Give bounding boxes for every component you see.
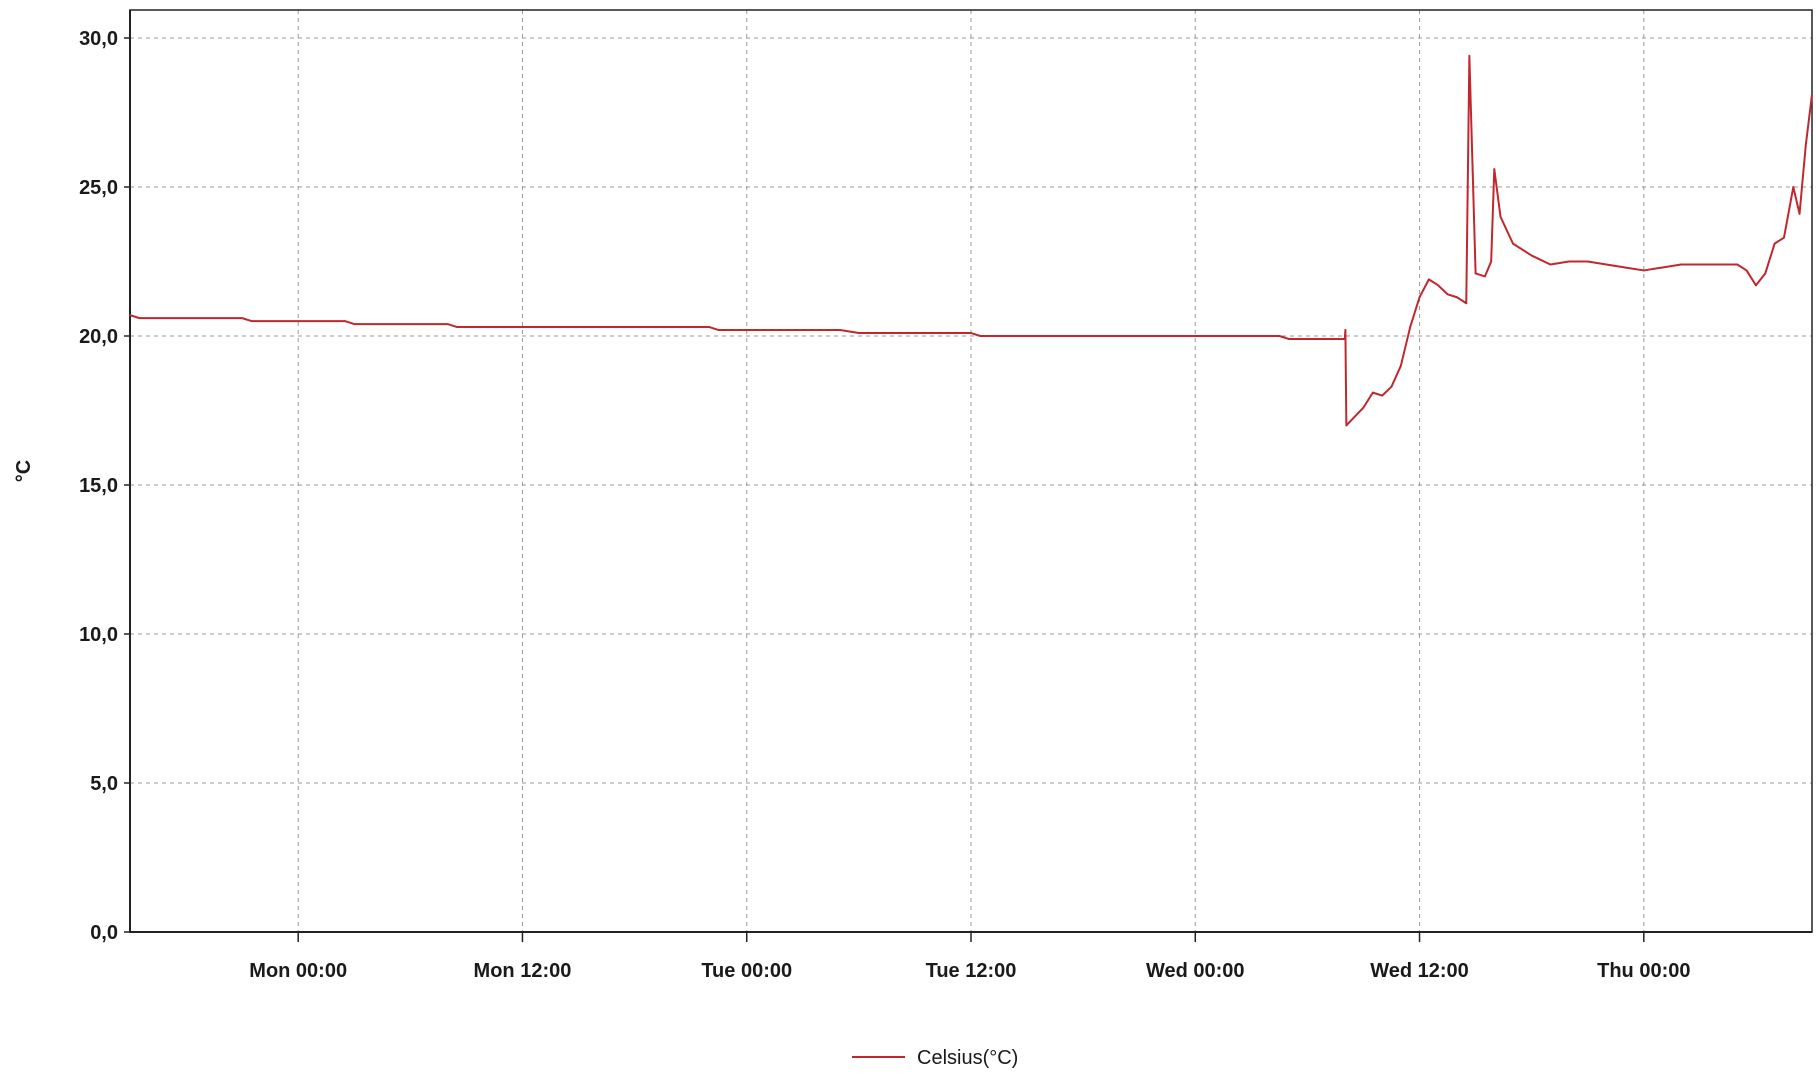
x-tick-label: Mon 00:00 xyxy=(249,960,347,982)
data-point xyxy=(1661,266,1664,269)
data-point xyxy=(1586,260,1589,263)
x-tick-label: Tue 00:00 xyxy=(701,960,792,982)
data-point xyxy=(1287,338,1290,340)
data-point xyxy=(1798,212,1801,215)
data-point xyxy=(1804,144,1807,147)
data-point xyxy=(1345,424,1348,427)
data-point xyxy=(1343,338,1346,340)
y-tick-label: 10,0 xyxy=(79,624,118,646)
data-point xyxy=(1783,236,1785,239)
grid xyxy=(130,10,1812,932)
data-point xyxy=(1530,254,1533,257)
data-point xyxy=(241,317,244,320)
data-point xyxy=(1468,54,1471,57)
x-tick-label: Wed 00:00 xyxy=(1146,960,1245,982)
data-point xyxy=(1474,272,1477,275)
y-tick-label: 25,0 xyxy=(79,177,118,199)
data-point xyxy=(1755,284,1757,287)
data-point xyxy=(1437,284,1440,287)
data-point xyxy=(446,323,449,325)
data-point xyxy=(1344,329,1347,331)
data-point xyxy=(344,320,346,322)
data-point xyxy=(1792,186,1795,188)
legend-label-celsius: Celsius(°C) xyxy=(917,1047,1018,1069)
x-tick-label: Wed 12:00 xyxy=(1370,960,1469,982)
data-point xyxy=(1427,278,1430,281)
y-tick-label: 5,0 xyxy=(90,773,118,795)
axes xyxy=(124,9,1813,942)
data-point xyxy=(1745,269,1748,272)
y-tick-label: 20,0 xyxy=(79,326,118,348)
series-line-0 xyxy=(129,54,1813,427)
data-point xyxy=(1568,260,1570,263)
x-tick-label: Thu 00:00 xyxy=(1597,960,1690,982)
data-point xyxy=(970,332,972,334)
data-point xyxy=(1680,263,1683,266)
data-point xyxy=(1418,296,1421,299)
data-point xyxy=(1605,263,1608,266)
data-point xyxy=(138,317,141,320)
data-point xyxy=(1642,269,1645,272)
data-point xyxy=(1736,263,1739,266)
data-point xyxy=(129,314,131,317)
data-point xyxy=(1773,242,1776,245)
data-point xyxy=(857,332,860,334)
data-point xyxy=(353,323,356,325)
data-point xyxy=(1390,385,1393,388)
data-point xyxy=(1484,275,1486,278)
x-tick-label: Mon 12:00 xyxy=(474,960,572,982)
data-point xyxy=(1362,406,1365,409)
y-axis-title: °C xyxy=(13,460,35,482)
data-point xyxy=(250,320,253,322)
x-tick-labels: Mon 00:00 Mon 12:00 Tue 00:00 Tue 12:00 Wed … xyxy=(249,960,1690,982)
data-point xyxy=(1490,260,1493,263)
y-tick-label: 30,0 xyxy=(79,28,118,50)
data-point xyxy=(717,329,720,331)
data-point xyxy=(1465,302,1468,305)
data-point xyxy=(1446,293,1449,296)
data-point xyxy=(1456,296,1458,299)
data-point xyxy=(456,326,458,328)
data-point xyxy=(1278,335,1281,337)
y-tick-labels: 0,0 5,0 10,0 15,0 20,0 25,0 30,0 xyxy=(79,28,118,944)
data-point xyxy=(1399,364,1402,367)
data-point xyxy=(1371,391,1374,394)
data-point xyxy=(1381,394,1384,397)
data-point xyxy=(1499,215,1502,218)
data-point xyxy=(1549,263,1552,266)
data-point xyxy=(979,335,982,337)
data-point xyxy=(1493,168,1496,171)
x-tick-label: Tue 12:00 xyxy=(926,960,1017,982)
data-point xyxy=(1811,93,1813,96)
series-layer xyxy=(129,54,1813,427)
y-tick-label: 15,0 xyxy=(79,475,118,497)
y-tick-label: 0,0 xyxy=(90,922,118,944)
data-point xyxy=(1624,266,1627,269)
data-point xyxy=(1512,242,1514,245)
data-point xyxy=(1409,326,1412,328)
data-point xyxy=(839,329,842,331)
legend: Celsius(°C) xyxy=(852,1047,1018,1069)
data-point xyxy=(708,326,711,328)
data-point xyxy=(1764,272,1767,275)
